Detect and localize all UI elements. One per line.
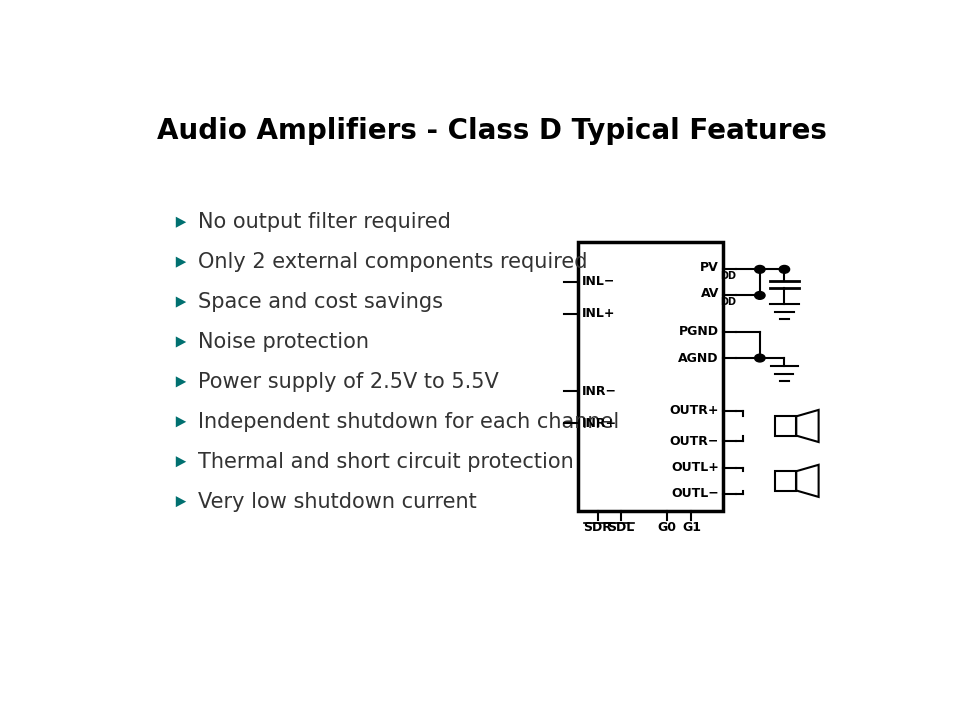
- Text: AV: AV: [701, 287, 719, 300]
- Text: Noise protection: Noise protection: [198, 332, 369, 352]
- Text: INL−: INL−: [582, 275, 615, 288]
- Text: PV: PV: [700, 261, 719, 274]
- Text: SDL: SDL: [607, 521, 635, 534]
- Circle shape: [755, 354, 765, 362]
- Text: Audio Amplifiers - Class D Typical Features: Audio Amplifiers - Class D Typical Featu…: [157, 117, 827, 145]
- Polygon shape: [176, 336, 186, 348]
- Text: OUTL−: OUTL−: [671, 487, 719, 500]
- Polygon shape: [796, 465, 819, 497]
- Text: Thermal and short circuit protection: Thermal and short circuit protection: [198, 451, 574, 472]
- Text: Very low shutdown current: Very low shutdown current: [198, 492, 477, 512]
- Circle shape: [780, 266, 789, 273]
- Text: INR−: INR−: [582, 384, 617, 398]
- Text: OUTR+: OUTR+: [669, 404, 719, 417]
- Polygon shape: [176, 496, 186, 507]
- Polygon shape: [176, 256, 186, 268]
- Polygon shape: [796, 410, 819, 442]
- Polygon shape: [176, 416, 186, 428]
- Text: PGND: PGND: [679, 325, 719, 338]
- Text: OUTR−: OUTR−: [669, 435, 719, 448]
- Text: AGND: AGND: [679, 351, 719, 364]
- Circle shape: [755, 266, 765, 273]
- Text: G0: G0: [658, 521, 677, 534]
- Circle shape: [755, 292, 765, 300]
- Text: DD: DD: [720, 271, 735, 281]
- Text: G1: G1: [682, 521, 701, 534]
- Text: Space and cost savings: Space and cost savings: [198, 292, 444, 312]
- Text: SDR: SDR: [584, 521, 612, 534]
- Text: Power supply of 2.5V to 5.5V: Power supply of 2.5V to 5.5V: [198, 372, 499, 392]
- Bar: [578, 242, 723, 510]
- Text: Only 2 external components required: Only 2 external components required: [198, 252, 588, 272]
- Text: INL+: INL+: [582, 307, 615, 320]
- Bar: [776, 471, 796, 490]
- Polygon shape: [176, 217, 186, 228]
- Polygon shape: [176, 377, 186, 387]
- Text: DD: DD: [720, 297, 735, 307]
- Polygon shape: [176, 297, 186, 307]
- Text: Independent shutdown for each channel: Independent shutdown for each channel: [198, 412, 619, 432]
- Text: OUTL+: OUTL+: [671, 462, 719, 474]
- Text: INR+: INR+: [582, 417, 617, 430]
- Polygon shape: [176, 456, 186, 467]
- Bar: [776, 416, 796, 436]
- Text: No output filter required: No output filter required: [198, 212, 451, 233]
